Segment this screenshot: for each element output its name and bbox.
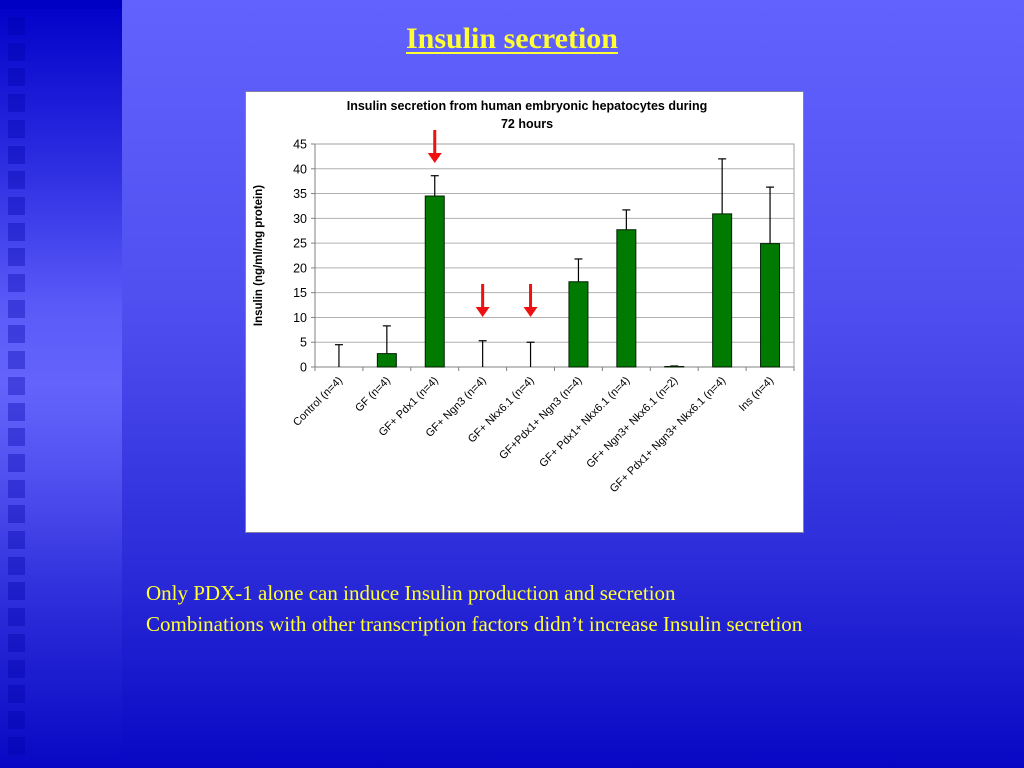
strip-square	[8, 171, 25, 190]
strip-square	[8, 710, 25, 729]
x-category-label: GF+ Ngn3+ Nkx6.1 (n=2)	[584, 375, 680, 471]
strip-square	[8, 633, 25, 652]
chart-title-line: 72 hours	[501, 117, 553, 131]
strip-square	[8, 685, 25, 704]
strip-square	[8, 428, 25, 447]
x-category-label: Ins (n=4)	[737, 375, 776, 414]
strip-square	[8, 736, 25, 755]
strip-square	[8, 119, 25, 138]
x-category-label: GF+Pdx1+ Ngn3 (n=4)	[497, 375, 584, 462]
y-tick-label: 35	[293, 187, 307, 201]
strip-square	[8, 376, 25, 395]
y-tick-label: 5	[300, 336, 307, 350]
y-tick-label: 25	[293, 237, 307, 251]
note-line-1: Only PDX-1 alone can induce Insulin prod…	[146, 581, 676, 605]
left-decorative-strip	[0, 0, 122, 768]
y-tick-label: 10	[293, 311, 307, 325]
strip-square	[8, 659, 25, 678]
strip-square	[8, 222, 25, 241]
strip-square	[8, 299, 25, 318]
bar	[424, 195, 445, 368]
y-tick-label: 40	[293, 162, 307, 176]
red-down-arrow-icon	[427, 153, 442, 163]
y-tick-label: 15	[293, 286, 307, 300]
red-down-arrow-icon	[523, 307, 538, 317]
strip-square	[8, 196, 25, 215]
strip-square	[8, 505, 25, 524]
bar	[616, 229, 637, 368]
strip-square	[8, 608, 25, 627]
bar	[568, 281, 589, 368]
strip-square	[8, 17, 25, 35]
chart-container: Insulin secretion from human embryonic h…	[245, 91, 804, 533]
bar	[760, 243, 781, 368]
slide-title: Insulin secretion	[406, 22, 618, 55]
strip-square	[8, 453, 25, 472]
y-axis-label: Insulin (ng/ml/mg protein)	[253, 185, 265, 326]
red-down-arrow-icon	[475, 307, 490, 317]
strip-square	[8, 531, 25, 549]
strip-square	[8, 325, 25, 344]
note-line-2: Combinations with other transcription fa…	[146, 612, 803, 636]
bar	[712, 213, 733, 368]
strip-square	[8, 351, 25, 370]
bar	[376, 353, 397, 368]
x-category-label: GF+ Pdx1+ Nkx6.1 (n=4)	[537, 375, 632, 470]
strip-square	[8, 68, 25, 87]
strip-square	[8, 248, 25, 267]
strip-square	[8, 274, 25, 292]
strip-square	[8, 582, 25, 601]
strip-square	[8, 145, 25, 164]
strip-square	[8, 402, 25, 421]
y-tick-label: 45	[293, 138, 307, 152]
strip-square	[8, 556, 25, 575]
y-tick-label: 20	[293, 261, 307, 275]
strip-top-bar	[0, 0, 122, 9]
chart-title-line: Insulin secretion from human embryonic h…	[347, 99, 707, 113]
y-tick-label: 30	[293, 212, 307, 226]
strip-square	[8, 479, 25, 498]
y-tick-label: 0	[300, 361, 307, 375]
x-category-label: GF (n=4)	[353, 375, 393, 415]
strip-square	[8, 42, 25, 61]
x-category-label: Control (n=4)	[291, 375, 345, 429]
strip-square	[8, 94, 25, 113]
bar-chart: Insulin secretion from human embryonic h…	[253, 99, 795, 495]
